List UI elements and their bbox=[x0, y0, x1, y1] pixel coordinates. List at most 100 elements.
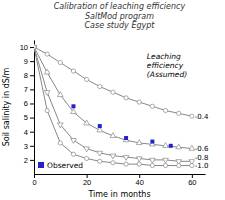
point bbox=[124, 96, 128, 100]
line bbox=[34, 47, 192, 116]
line bbox=[34, 47, 192, 161]
tick-mark bbox=[30, 47, 34, 48]
tick: 0 bbox=[32, 174, 36, 187]
x-axis: 0 20 40 60 bbox=[32, 174, 205, 187]
tick-mark bbox=[30, 89, 34, 90]
y-axis-title: Soil salinity in dS/m bbox=[2, 67, 11, 146]
point bbox=[58, 141, 62, 145]
tick-mark bbox=[30, 146, 34, 147]
curve-label: -0.8 bbox=[195, 154, 209, 162]
point bbox=[44, 91, 50, 96]
point bbox=[124, 136, 128, 140]
tick-label: 0 bbox=[32, 178, 36, 187]
point bbox=[169, 144, 173, 148]
chart: 0 20 40 60 2 3 4 5 6 7 8 9 10 Time in months Soil sali… bbox=[0, 0, 225, 200]
tick-label: 4 bbox=[24, 128, 28, 137]
point bbox=[85, 77, 89, 81]
point bbox=[189, 145, 195, 150]
point bbox=[34, 45, 36, 49]
point bbox=[124, 162, 128, 166]
point bbox=[57, 123, 63, 128]
tick: 6 bbox=[24, 99, 34, 108]
title: Calibration of leaching efficiencySaltMo… bbox=[54, 2, 186, 30]
tick: 10 bbox=[20, 43, 34, 52]
point bbox=[137, 100, 141, 104]
curve-label: -0.6 bbox=[195, 145, 209, 153]
point bbox=[136, 140, 142, 145]
tick-label: 7 bbox=[24, 85, 28, 94]
point bbox=[137, 162, 141, 166]
curve-labels: -1.0-0.8-0.6 -0.4 bbox=[195, 113, 209, 170]
point bbox=[150, 140, 154, 144]
point bbox=[71, 139, 77, 144]
title-line: SaltMod program bbox=[85, 12, 154, 21]
point bbox=[123, 137, 129, 142]
tick: 5 bbox=[24, 113, 34, 122]
tick: 40 bbox=[136, 174, 144, 187]
point bbox=[123, 155, 129, 160]
tick: 4 bbox=[24, 128, 34, 137]
point bbox=[163, 143, 169, 148]
tick-label: 10 bbox=[20, 43, 28, 52]
point bbox=[136, 157, 142, 162]
point bbox=[163, 158, 169, 163]
plot: 0 20 40 60 2 3 4 5 6 7 8 9 10 Time in months Soil sali… bbox=[2, 41, 209, 200]
tick-label: 6 bbox=[24, 99, 28, 108]
point bbox=[98, 124, 102, 128]
tick-label: 5 bbox=[24, 113, 28, 122]
curve-label: -0.4 bbox=[195, 113, 209, 121]
tick-mark bbox=[30, 118, 34, 119]
tick: 9 bbox=[24, 57, 34, 66]
tick-label: 3 bbox=[24, 142, 28, 151]
point bbox=[45, 108, 49, 112]
point bbox=[177, 111, 181, 115]
series bbox=[34, 44, 195, 150]
tick-label: 8 bbox=[24, 71, 28, 80]
point bbox=[150, 163, 154, 167]
axis-line bbox=[35, 174, 206, 175]
tick: 20 bbox=[83, 174, 91, 187]
point bbox=[84, 120, 90, 125]
tick: 60 bbox=[188, 174, 196, 187]
point bbox=[163, 108, 167, 112]
x-axis-title: Time in months bbox=[87, 190, 150, 199]
curve-label: -1.0 bbox=[195, 162, 209, 170]
legend: Observed bbox=[38, 161, 83, 170]
tick: 3 bbox=[24, 142, 34, 151]
point bbox=[58, 60, 62, 64]
title-line: Calibration of leaching efficiency bbox=[54, 2, 186, 11]
tick-mark bbox=[30, 132, 34, 133]
tick: 7 bbox=[24, 85, 34, 94]
point bbox=[176, 144, 182, 149]
axis-line bbox=[34, 41, 35, 175]
point bbox=[97, 151, 103, 156]
point bbox=[84, 147, 90, 152]
point bbox=[177, 163, 181, 167]
tick-label: 9 bbox=[24, 57, 28, 66]
line bbox=[34, 47, 192, 165]
point bbox=[45, 52, 49, 56]
point bbox=[98, 159, 102, 163]
tick: 2 bbox=[24, 156, 34, 165]
point bbox=[71, 69, 75, 73]
point bbox=[57, 92, 63, 97]
title-line: Case study Egypt bbox=[85, 21, 156, 30]
tick-mark bbox=[30, 61, 34, 62]
point bbox=[71, 104, 75, 108]
point bbox=[85, 156, 89, 160]
legend-item: Observed bbox=[38, 161, 83, 170]
point bbox=[71, 109, 77, 114]
annotation-line: efficiency bbox=[147, 61, 184, 70]
tick-label: 20 bbox=[83, 178, 91, 187]
point bbox=[163, 163, 167, 167]
point bbox=[44, 69, 50, 74]
annotation-line: Leaching bbox=[147, 52, 181, 61]
annotation-line: (Assumed) bbox=[147, 70, 187, 79]
annotation: Leachingefficiency(Assumed) bbox=[147, 52, 187, 79]
point bbox=[98, 84, 102, 88]
tick-label: 40 bbox=[136, 178, 144, 187]
point bbox=[190, 163, 194, 167]
legend-label: Observed bbox=[47, 161, 83, 170]
series bbox=[34, 45, 194, 118]
y-axis: 2 3 4 5 6 7 8 9 10 bbox=[20, 41, 35, 175]
